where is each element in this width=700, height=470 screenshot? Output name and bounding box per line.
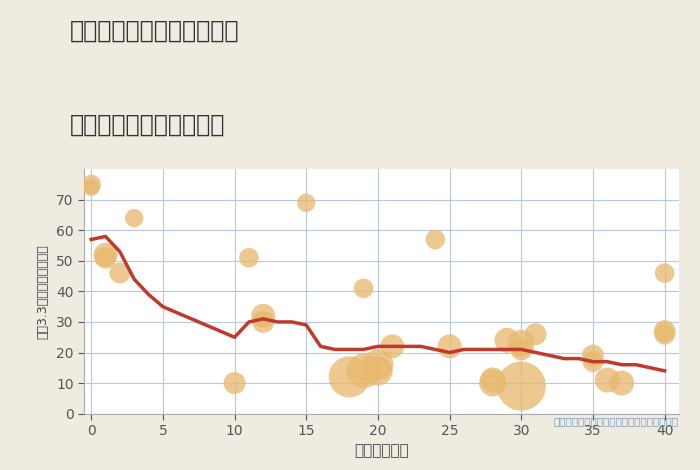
Point (530, 330, 541, 338)
Point (100, 254, 111, 261)
Point (85, 181, 97, 188)
Point (430, 235, 441, 243)
Point (300, 199, 312, 207)
Point (516, 339, 527, 347)
Point (229, 379, 240, 387)
Point (616, 379, 627, 387)
Text: 円の大きさは、取引のあった物件面積を示す: 円の大きさは、取引のあった物件面積を示す (554, 416, 679, 426)
Point (444, 343, 455, 350)
Point (659, 269, 671, 277)
Point (85, 184, 97, 191)
Point (258, 312, 269, 320)
Point (344, 373, 355, 381)
Text: 築年数別中古戸建て価格: 築年数別中古戸建て価格 (70, 113, 225, 137)
Point (358, 284, 369, 292)
Point (100, 251, 111, 258)
Point (258, 318, 269, 326)
Text: 兵庫県豊岡市但東町小谷の: 兵庫県豊岡市但東町小谷の (70, 19, 239, 43)
Point (501, 337, 512, 344)
Point (659, 327, 671, 335)
Point (516, 383, 527, 390)
Point (114, 269, 125, 277)
Point (487, 376, 498, 384)
Point (386, 343, 398, 350)
Point (358, 367, 369, 375)
Point (487, 379, 498, 387)
Point (602, 376, 613, 384)
Point (372, 361, 384, 368)
Point (587, 352, 598, 359)
Point (516, 346, 527, 353)
Y-axis label: 坪（3.3㎡）単価（万円）: 坪（3.3㎡）単価（万円） (36, 244, 49, 339)
Point (659, 330, 671, 338)
Point (587, 358, 598, 366)
X-axis label: 築年数（年）: 築年数（年） (354, 444, 409, 459)
Point (372, 367, 384, 375)
Point (129, 214, 140, 222)
Point (244, 254, 255, 261)
